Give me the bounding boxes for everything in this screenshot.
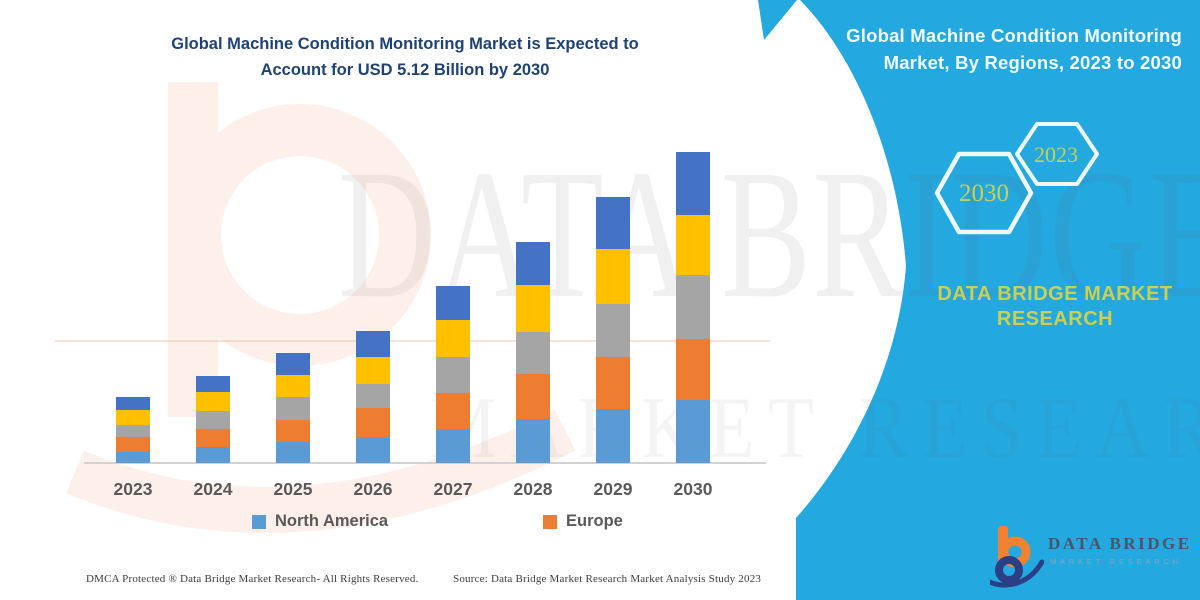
- x-axis-label-2029: 2029: [593, 479, 633, 499]
- bar-segment-unlabeled-region-gray: [676, 275, 710, 339]
- x-axis-label-2026: 2026: [353, 479, 393, 499]
- stacked-bar-2029: [596, 197, 630, 463]
- bar-segment-unlabeled-region-yellow: [516, 285, 550, 332]
- hexagon-2030-label: 2030: [959, 180, 1009, 207]
- databridge-logo-icon: [983, 526, 1045, 588]
- footer-source-text: Source: Data Bridge Market Research Mark…: [453, 573, 762, 585]
- bar-segment-unlabeled-region-yellow: [436, 320, 470, 357]
- stacked-bar-2025: [276, 353, 310, 463]
- bar-segment-unlabeled-region-yellow: [196, 392, 230, 411]
- page-title: Global Machine Condition Monitoring Mark…: [95, 31, 715, 83]
- stacked-bar-2028: [516, 242, 550, 463]
- bar-segment-unlabeled-region-gray: [276, 397, 310, 420]
- legend-swatch-europe-icon: [543, 514, 557, 529]
- bar-segment-europe: [676, 339, 710, 400]
- bar-segment-unlabeled-region-yellow: [276, 375, 310, 397]
- panel-title-line2: Market, By Regions, 2023 to 2030: [883, 52, 1182, 73]
- bar-segment-north-america: [196, 447, 230, 463]
- stacked-bar-2023: [116, 397, 150, 463]
- x-axis-label-2023: 2023: [113, 479, 153, 499]
- panel-brand-line2: RESEARCH: [996, 308, 1114, 330]
- hexagon-2023-label: 2023: [1034, 142, 1078, 167]
- bar-segment-north-america: [276, 442, 310, 463]
- bar-segment-unlabeled-region-yellow: [596, 249, 630, 304]
- bar-segment-europe: [196, 429, 230, 447]
- legend-swatch-north-america-icon: [252, 514, 266, 529]
- legend-label-europe: Europe: [566, 512, 623, 530]
- bar-segment-europe: [276, 420, 310, 442]
- bar-segment-unlabeled-region-darkblue: [276, 353, 310, 375]
- hexagon-2023-icon: [1015, 122, 1099, 186]
- stacked-bar-2030: [676, 152, 710, 463]
- bar-segment-unlabeled-region-darkblue: [356, 331, 390, 357]
- logo-name-text: DATA BRIDGE: [1048, 534, 1192, 553]
- bar-segment-unlabeled-region-darkblue: [116, 397, 150, 410]
- stacked-bar-2026: [356, 331, 390, 463]
- panel-title: Global Machine Condition Monitoring Mark…: [822, 22, 1182, 76]
- page-title-line2: Account for USD 5.12 Billion by 2030: [260, 61, 550, 79]
- bar-segment-unlabeled-region-yellow: [356, 357, 390, 384]
- bar-segment-unlabeled-region-yellow: [676, 215, 710, 275]
- bar-segment-europe: [596, 357, 630, 409]
- hexagon-2030-icon: [934, 151, 1034, 235]
- bar-segment-unlabeled-region-gray: [196, 411, 230, 429]
- page-title-line1: Global Machine Condition Monitoring Mark…: [171, 35, 639, 53]
- bar-segment-north-america: [436, 429, 470, 463]
- bar-segment-north-america: [356, 437, 390, 463]
- legend-item-north-america: North America: [252, 512, 388, 531]
- x-axis-line: [84, 462, 766, 464]
- bar-segment-north-america: [676, 400, 710, 463]
- bar-segment-unlabeled-region-darkblue: [196, 376, 230, 392]
- footer-dmca-text: DMCA Protected ® Data Bridge Market Rese…: [86, 573, 419, 585]
- bar-segment-unlabeled-region-gray: [516, 332, 550, 374]
- watermark-horizontal-line: [55, 340, 770, 342]
- bar-segment-unlabeled-region-yellow: [116, 410, 150, 425]
- bar-segment-north-america: [116, 452, 150, 463]
- bar-segment-unlabeled-region-darkblue: [596, 197, 630, 249]
- panel-brand-line1: DATA BRIDGE MARKET: [937, 283, 1173, 305]
- bar-segment-unlabeled-region-darkblue: [676, 152, 710, 215]
- stacked-bar-2027: [436, 286, 470, 463]
- bar-segment-europe: [116, 437, 150, 452]
- bar-segment-unlabeled-region-darkblue: [516, 242, 550, 285]
- x-axis-label-2024: 2024: [193, 479, 233, 499]
- plot-area: 2023 2024 2025 2026 2027 2028 2029 2030: [84, 150, 766, 499]
- legend-label-north-america: North America: [275, 512, 389, 530]
- bar-segment-europe: [356, 408, 390, 437]
- bar-segment-north-america: [516, 419, 550, 463]
- bar-segment-unlabeled-region-darkblue: [436, 286, 470, 320]
- bar-segment-europe: [436, 393, 470, 429]
- x-axis-label-2030: 2030: [673, 479, 713, 499]
- databridge-logo: DATA BRIDGE MARKET RESEARCH: [983, 524, 1192, 590]
- bar-segment-north-america: [596, 409, 630, 463]
- panel-brand-text: DATA BRIDGE MARKET RESEARCH: [930, 282, 1180, 332]
- legend-item-europe: Europe: [543, 512, 623, 531]
- bar-segment-unlabeled-region-gray: [436, 357, 470, 393]
- stacked-bar-2024: [196, 376, 230, 463]
- x-axis-label-2028: 2028: [513, 479, 553, 499]
- x-axis-label-2027: 2027: [433, 479, 473, 499]
- bar-segment-unlabeled-region-gray: [596, 304, 630, 357]
- panel-title-line1: Global Machine Condition Monitoring: [846, 25, 1182, 46]
- cyan-corner-triangle: [758, 0, 797, 40]
- bar-segment-unlabeled-region-gray: [116, 425, 150, 437]
- x-axis-label-2025: 2025: [273, 479, 313, 499]
- cyan-panel-path: [796, 0, 1200, 600]
- bar-segment-unlabeled-region-gray: [356, 384, 390, 408]
- logo-subtitle-text: MARKET RESEARCH: [1050, 557, 1182, 566]
- bar-segment-europe: [516, 374, 550, 419]
